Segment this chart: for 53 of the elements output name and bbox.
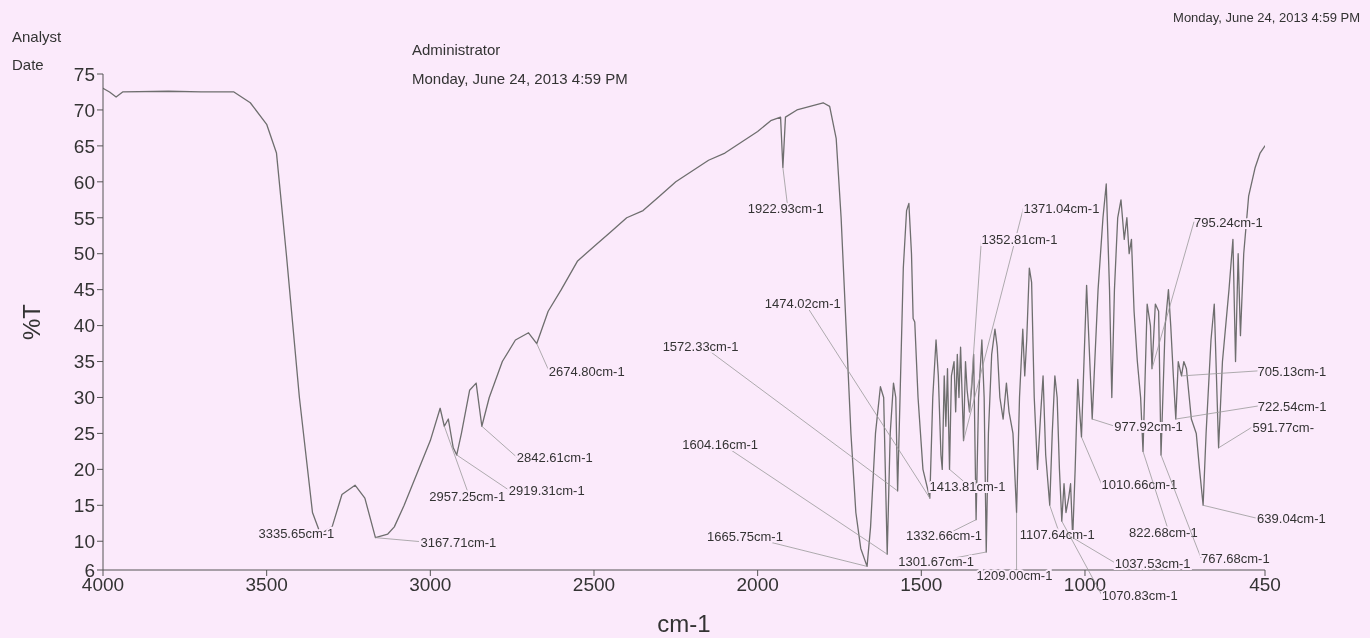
y-tick-label: 50 bbox=[73, 243, 95, 265]
annotation: Monday, June 24, 2013 4:59 PM bbox=[412, 70, 628, 87]
annotation: 1107.64cm-1 bbox=[1019, 527, 1095, 543]
x-tick-label: 3500 bbox=[245, 574, 288, 596]
annotation: 1209.00cm-1 bbox=[976, 568, 1053, 584]
annotation: 767.68cm-1 bbox=[1201, 550, 1270, 566]
y-tick-label: 70 bbox=[73, 99, 95, 121]
annotation: 722.54cm-1 bbox=[1257, 399, 1327, 415]
annotation: 1352.81cm-1 bbox=[981, 231, 1058, 247]
annotation: 1604.16cm-1 bbox=[682, 437, 759, 453]
annotation: 1332.66cm-1 bbox=[906, 527, 982, 543]
y-tick-label: 30 bbox=[73, 387, 95, 409]
text: Monday, June 24, 2013 4:59 PM bbox=[1173, 10, 1360, 25]
y-tick-label: 75 bbox=[73, 63, 95, 85]
annotation: 3335.65cm-1 bbox=[258, 526, 335, 542]
annotation: 639.04cm-1 bbox=[1257, 511, 1326, 527]
annotation: 705.13cm-1 bbox=[1257, 363, 1327, 379]
annotation: 2957.25cm-1 bbox=[429, 489, 506, 505]
x-tick-label: 3000 bbox=[409, 574, 452, 596]
x-tick-label: 2000 bbox=[736, 574, 779, 596]
y-tick-label: 15 bbox=[73, 495, 95, 517]
annotation: 2842.61cm-1 bbox=[516, 450, 593, 466]
annotation: 1371.04cm-1 bbox=[1023, 200, 1100, 216]
y-tick-label: 10 bbox=[73, 530, 95, 552]
y-tick-label: 65 bbox=[73, 135, 95, 157]
y-tick-label: 45 bbox=[73, 279, 95, 301]
y-tick-label: 35 bbox=[73, 351, 95, 373]
text: Administrator bbox=[412, 41, 501, 58]
annotation: 2919.31cm-1 bbox=[508, 482, 585, 498]
y-tick-label: 60 bbox=[73, 171, 95, 193]
y-tick-label: 55 bbox=[73, 207, 95, 229]
x-axis-title: cm-1 bbox=[657, 610, 711, 637]
text: Date bbox=[12, 56, 44, 73]
annotation: 591.77cm- bbox=[1252, 419, 1315, 435]
annotation: 1037.53cm-1 bbox=[1114, 555, 1191, 571]
text: Analyst bbox=[12, 28, 63, 45]
annotation: 822.68cm-1 bbox=[1129, 525, 1198, 541]
annotation: 1301.67cm-1 bbox=[898, 554, 975, 570]
annotation: 1010.66cm-1 bbox=[1101, 477, 1178, 493]
annotation: 2674.80cm-1 bbox=[548, 363, 625, 379]
annotation: 1922.93cm-1 bbox=[747, 201, 824, 217]
annotation: 1572.33cm-1 bbox=[662, 338, 739, 354]
annotation: 795.24cm-1 bbox=[1193, 214, 1263, 230]
annotation: 3167.71cm-1 bbox=[420, 534, 497, 550]
annotation: 1474.02cm-1 bbox=[764, 296, 841, 312]
y-tick-label: 25 bbox=[73, 423, 95, 445]
y-tick-label: 40 bbox=[73, 315, 95, 337]
x-tick-label: 2500 bbox=[572, 574, 616, 596]
annotation: 1665.75cm-1 bbox=[707, 529, 783, 545]
y-tick-label: 20 bbox=[73, 459, 95, 481]
y-axis-title: %T bbox=[18, 303, 45, 340]
x-tick-label: 1500 bbox=[900, 574, 943, 596]
x-tick-label: 450 bbox=[1249, 574, 1281, 596]
